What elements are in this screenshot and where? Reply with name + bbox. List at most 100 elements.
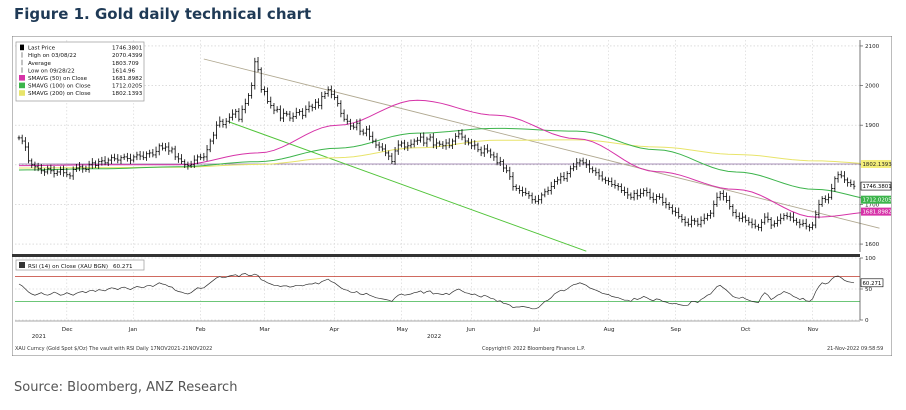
price-bar [161, 142, 164, 151]
price-bar [438, 140, 442, 147]
price-bar [259, 67, 263, 93]
price-bar [256, 57, 260, 73]
price-bar [234, 108, 238, 119]
price-bar [294, 107, 298, 119]
price-y-tick-label: 2000 [865, 84, 880, 90]
price-bar [769, 217, 773, 230]
price-bar [454, 133, 458, 146]
price-bar [533, 195, 537, 204]
price-bar [164, 143, 168, 152]
price-bar [186, 161, 190, 170]
price-bar [43, 168, 46, 176]
price-bar [141, 151, 145, 161]
price-bar [110, 154, 113, 165]
price-bar [406, 141, 410, 151]
rsi-y-tick-label: 100 [865, 256, 876, 262]
price-bar [263, 86, 266, 96]
price-bar [224, 118, 228, 129]
price-bar [431, 133, 435, 149]
price-bar [447, 138, 451, 149]
rsi-line [18, 273, 855, 310]
price-bar [247, 93, 250, 106]
price-bar [409, 139, 413, 149]
price-bar [578, 158, 582, 167]
price-bar [317, 98, 320, 109]
price-bar [639, 188, 642, 199]
price-bar [517, 185, 521, 194]
price-bar [763, 213, 767, 225]
price-bar [151, 148, 155, 158]
price-bar [492, 151, 496, 161]
price-bar [527, 190, 531, 199]
price-bar [202, 152, 206, 161]
price-gridlines [15, 40, 860, 320]
price-bar [565, 171, 569, 182]
price-bar [173, 145, 177, 161]
price-bar [180, 154, 183, 165]
price-bar [59, 166, 62, 176]
price-bar [435, 138, 438, 149]
x-tick-label: Jan [128, 327, 138, 333]
price-bar [441, 141, 445, 149]
x-tick-label: Mar [259, 327, 270, 333]
price-bar [460, 129, 464, 141]
legend-label: SMAVG (200) on Close [28, 91, 91, 97]
price-legend: Last Price 1746.3801 High on 03/08/22 2070.… [15, 41, 145, 102]
price-bar [635, 189, 639, 200]
price-bar [36, 162, 40, 172]
price-bar [425, 136, 429, 147]
price-bar [546, 186, 550, 195]
price-bar [49, 164, 53, 174]
price-bar [39, 164, 43, 174]
price-bar [154, 146, 158, 159]
price-bar [782, 213, 786, 221]
price-bar [275, 106, 279, 113]
price-bar [760, 219, 763, 232]
price-bar [250, 82, 254, 99]
price-bar [285, 110, 289, 117]
x-tick-label: Jun [466, 327, 476, 333]
price-bar [626, 187, 630, 199]
x-axis: Dec Jan Feb Mar Apr May Jun Jul Aug Sep Oct Nov 2021… [15, 320, 860, 340]
price-bar [333, 89, 336, 100]
legend-label: SMAVG (50) on Close [28, 76, 88, 82]
price-bar [798, 219, 802, 229]
rsi-legend-value: 60.271 [113, 264, 133, 270]
price-bar [323, 91, 327, 100]
price-bar [530, 192, 534, 204]
price-bar [119, 155, 123, 165]
legend-swatch-magenta [19, 75, 25, 81]
price-bar [132, 154, 136, 163]
price-bar [731, 204, 735, 217]
value-tag-label: 1802.1393 [863, 162, 892, 168]
price-bar [65, 167, 69, 178]
price-y-tick-label: 1900 [865, 123, 880, 129]
year-label: 2022 [427, 334, 441, 340]
price-bar [352, 122, 356, 130]
legend-value: 1802.1393 [112, 91, 143, 97]
legend-label: Low on 09/28/22 [28, 68, 75, 74]
price-bar [849, 179, 853, 188]
price-bar [686, 218, 690, 227]
legend-value: 1746.3801 [112, 46, 143, 52]
price-bar [619, 183, 623, 193]
price-bar [473, 140, 477, 150]
price-bar [20, 134, 24, 145]
price-y-tick-label: 2100 [865, 44, 880, 50]
x-tick-label: Aug [604, 327, 615, 333]
smavg100-line [18, 127, 880, 201]
price-bar [451, 138, 454, 149]
footer-left: XAU Curncy (Gold Spot $/Oz) The vault wi… [15, 346, 212, 352]
price-bar [422, 132, 426, 147]
x-tick-label: Oct [741, 327, 751, 333]
price-bar [642, 188, 646, 197]
price-bar [629, 192, 633, 200]
value-tag-label: 1746.3801 [863, 184, 892, 190]
price-bar [33, 161, 37, 171]
price-bar [667, 202, 671, 210]
x-tick-label: Sep [671, 327, 682, 333]
price-bar [721, 190, 725, 201]
rsi-axis: 0 50 100 60.271 [859, 256, 884, 324]
price-bar [227, 113, 231, 124]
price-bar [556, 176, 560, 185]
